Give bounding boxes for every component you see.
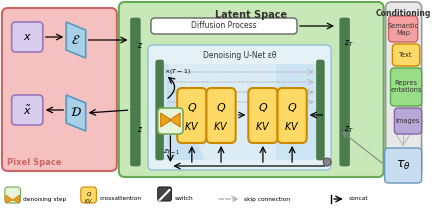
FancyBboxPatch shape [277,88,306,143]
Text: $z_T$: $z_T$ [343,39,352,49]
FancyBboxPatch shape [206,88,235,143]
FancyBboxPatch shape [148,45,330,170]
FancyBboxPatch shape [385,2,421,177]
FancyBboxPatch shape [81,187,96,203]
Text: $KV$: $KV$ [213,121,228,132]
Text: Denoising U-Net εθ: Denoising U-Net εθ [202,51,276,60]
Text: $\mathcal{E}$: $\mathcal{E}$ [71,33,81,46]
FancyBboxPatch shape [316,60,323,160]
Polygon shape [167,64,275,160]
FancyBboxPatch shape [5,187,20,203]
Polygon shape [169,113,180,127]
Text: crossattention: crossattention [99,197,141,201]
Text: $Q$: $Q$ [85,190,92,198]
Text: $z_T$: $z_T$ [343,125,352,135]
Text: $KV$: $KV$ [254,121,270,132]
FancyBboxPatch shape [130,18,140,166]
Text: Conditioning: Conditioning [375,9,430,18]
Text: Pixel Space: Pixel Space [7,158,61,167]
FancyBboxPatch shape [2,8,117,171]
Text: $z$: $z$ [137,125,143,134]
Text: $\times(T-1)$: $\times(T-1)$ [163,68,190,76]
FancyBboxPatch shape [394,108,421,134]
Text: $KV$: $KV$ [184,121,199,132]
Text: Images: Images [395,118,419,124]
FancyBboxPatch shape [158,187,171,201]
Polygon shape [275,64,321,160]
Text: Diffusion Process: Diffusion Process [191,22,256,30]
FancyBboxPatch shape [158,108,183,134]
FancyBboxPatch shape [248,88,277,143]
Polygon shape [66,95,85,131]
Text: $KV$: $KV$ [284,121,299,132]
FancyBboxPatch shape [155,60,163,160]
Text: $z$: $z$ [137,42,143,50]
Text: denoising step: denoising step [23,197,66,201]
Text: $Q$: $Q$ [257,101,267,114]
Text: Latent Space: Latent Space [215,10,286,20]
FancyBboxPatch shape [391,44,419,66]
FancyBboxPatch shape [388,16,417,42]
Polygon shape [158,64,204,160]
FancyBboxPatch shape [118,2,383,177]
Text: $Q$: $Q$ [186,101,197,114]
FancyBboxPatch shape [151,18,296,34]
Text: Text: Text [398,52,412,58]
Text: concat: concat [348,197,368,201]
Text: $z_{T-1}$: $z_{T-1}$ [162,147,180,157]
Text: $KV$: $KV$ [84,197,93,205]
FancyBboxPatch shape [177,88,206,143]
Text: $\mathcal{D}$: $\mathcal{D}$ [70,106,82,119]
Circle shape [322,158,330,166]
Polygon shape [66,22,85,58]
FancyBboxPatch shape [390,68,421,106]
Text: switch: switch [174,197,193,201]
Text: $x$: $x$ [23,32,32,42]
Text: $Q$: $Q$ [215,101,226,114]
Text: skip connection: skip connection [244,197,290,201]
Polygon shape [6,195,13,203]
Text: $\tau_\theta$: $\tau_\theta$ [395,158,410,171]
Text: Repres
entations: Repres entations [389,81,421,94]
FancyBboxPatch shape [339,18,349,166]
FancyBboxPatch shape [12,22,43,52]
Polygon shape [13,195,20,203]
Text: $\tilde{x}$: $\tilde{x}$ [23,104,32,117]
FancyBboxPatch shape [12,95,43,125]
Polygon shape [160,113,171,127]
Text: Semantic
Map: Semantic Map [387,23,418,36]
Text: $Q$: $Q$ [286,101,296,114]
FancyBboxPatch shape [384,148,421,183]
